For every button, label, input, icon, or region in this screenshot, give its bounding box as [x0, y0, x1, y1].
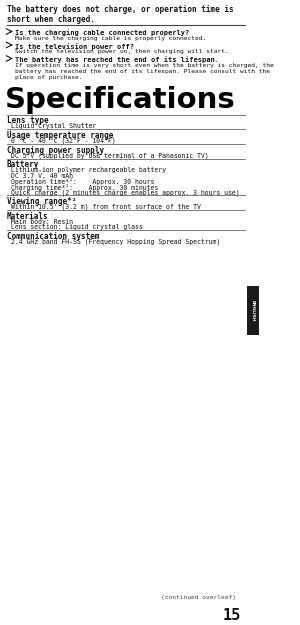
Text: Switch the television power on, then charging will start.: Switch the television power on, then cha…: [15, 49, 229, 54]
Text: Lens section: Liquid crystal glass: Lens section: Liquid crystal glass: [11, 224, 143, 230]
Text: ENGLISH: ENGLISH: [251, 301, 255, 322]
Text: 0 °C - 40 °C (32°F - 104°F): 0 °C - 40 °C (32°F - 104°F): [11, 138, 116, 145]
Text: Is the charging cable connected properly?: Is the charging cable connected properly…: [15, 29, 189, 36]
Text: Specifications: Specifications: [5, 86, 236, 114]
Text: Lens type: Lens type: [7, 116, 49, 125]
FancyBboxPatch shape: [247, 286, 259, 335]
Text: If operation time is very short even when the battery is charged, the
battery ha: If operation time is very short even whe…: [15, 63, 274, 79]
Text: (continued overleaf): (continued overleaf): [161, 595, 236, 600]
Text: Charging power supply: Charging power supply: [7, 146, 104, 155]
Text: 15: 15: [222, 609, 241, 624]
Text: DC 5 V (supplied by USB terminal of a Panasonic TV): DC 5 V (supplied by USB terminal of a Pa…: [11, 152, 209, 159]
Text: Main body: Resin: Main body: Resin: [11, 219, 73, 224]
Text: Charging time*¹:    Approx. 30 minutes: Charging time*¹: Approx. 30 minutes: [11, 184, 158, 191]
Text: Make sure the charging cable is properly connected.: Make sure the charging cable is properly…: [15, 36, 206, 41]
Text: Liquid Crystal Shutter: Liquid Crystal Shutter: [11, 123, 97, 129]
Text: Lithium-ion polymer rechargeable battery: Lithium-ion polymer rechargeable battery: [11, 168, 166, 173]
Text: Within 10.5’ (3.2 m) from front surface of the TV: Within 10.5’ (3.2 m) from front surface …: [11, 204, 201, 211]
Text: Is the television power off?: Is the television power off?: [15, 43, 134, 50]
Text: The battery does not charge, or operation time is
short when charged.: The battery does not charge, or operatio…: [7, 5, 234, 24]
Text: DC 3.7 V, 40 mAh: DC 3.7 V, 40 mAh: [11, 173, 73, 179]
Text: Materials: Materials: [7, 212, 49, 221]
Text: Quick charge (2 minutes charge enables approx. 3 hours use): Quick charge (2 minutes charge enables a…: [11, 189, 240, 196]
Text: 2.4 GHz band FH-SS (Frequency Hopping Spread Spectrum): 2.4 GHz band FH-SS (Frequency Hopping Sp…: [11, 239, 220, 245]
Text: Usage temperature range: Usage temperature range: [7, 131, 113, 140]
Text: Battery: Battery: [7, 161, 39, 169]
Text: Viewing range*²: Viewing range*²: [7, 197, 76, 206]
Text: The battery has reached the end of its lifespan.: The battery has reached the end of its l…: [15, 56, 219, 63]
Text: Communication system: Communication system: [7, 232, 99, 241]
Text: Operation time*¹:    Approx. 30 hours: Operation time*¹: Approx. 30 hours: [11, 178, 155, 185]
